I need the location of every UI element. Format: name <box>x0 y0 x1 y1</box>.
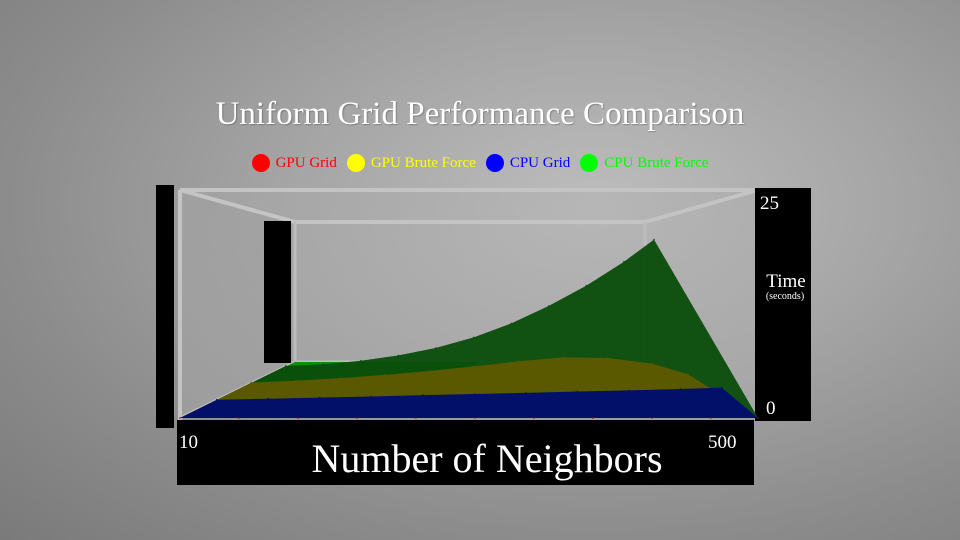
data-point-gpu-grid-3 <box>356 417 358 419</box>
data-point-cpu-grid-3 <box>371 396 373 398</box>
data-point-gpu-brute-force-0 <box>251 382 253 384</box>
data-point-cpu-grid-0 <box>216 399 218 401</box>
data-point-gpu-grid-7 <box>592 417 594 419</box>
data-point-cpu-grid-10 <box>721 387 723 389</box>
data-point-gpu-grid-4 <box>415 417 417 419</box>
data-point-cpu-brute-force-1 <box>323 363 325 365</box>
data-point-cpu-brute-force-0 <box>285 365 287 367</box>
data-point-gpu-brute-force-2 <box>340 377 342 379</box>
data-point-gpu-brute-force-1 <box>295 380 297 382</box>
data-point-gpu-grid-9 <box>710 417 712 419</box>
x-tick-label-min: 10 <box>179 432 198 453</box>
data-point-gpu-brute-force-5 <box>473 366 475 368</box>
data-point-gpu-grid-2 <box>297 417 299 419</box>
x-tick-label-max: 500 <box>708 432 737 453</box>
y-axis-label: Time <box>766 271 805 292</box>
data-point-cpu-grid-2 <box>319 397 321 399</box>
data-point-gpu-grid-8 <box>651 417 653 419</box>
data-point-gpu-brute-force-7 <box>562 357 564 359</box>
y-axis-unit: (seconds) <box>766 291 804 302</box>
data-point-cpu-brute-force-10 <box>653 239 655 241</box>
data-point-cpu-grid-7 <box>577 391 579 393</box>
data-point-cpu-brute-force-7 <box>548 305 550 307</box>
left-axis-panel-front <box>156 185 174 428</box>
left-axis-panel-back <box>264 221 291 363</box>
data-point-gpu-grid-6 <box>533 417 535 419</box>
data-point-gpu-brute-force-6 <box>518 361 520 363</box>
right-axis-panel <box>755 188 811 421</box>
y-tick-label-min: 0 <box>766 398 776 419</box>
data-point-cpu-grid-8 <box>628 390 630 392</box>
data-point-gpu-brute-force-3 <box>384 374 386 376</box>
data-point-gpu-brute-force-4 <box>429 370 431 372</box>
data-point-cpu-brute-force-3 <box>398 355 400 357</box>
data-point-gpu-grid-5 <box>474 417 476 419</box>
data-point-gpu-grid-10 <box>757 417 759 419</box>
data-point-cpu-brute-force-4 <box>435 347 437 349</box>
data-point-gpu-grid-0 <box>179 417 181 419</box>
data-point-cpu-grid-6 <box>525 392 527 394</box>
data-point-cpu-brute-force-8 <box>586 285 588 287</box>
data-point-cpu-grid-1 <box>268 398 270 400</box>
data-point-gpu-brute-force-8 <box>607 357 609 359</box>
data-point-gpu-grid-1 <box>238 417 240 419</box>
data-point-gpu-brute-force-10 <box>687 373 689 375</box>
x-axis-label: Number of Neighbors <box>311 436 662 481</box>
data-point-cpu-brute-force-6 <box>511 323 513 325</box>
data-point-cpu-grid-4 <box>422 394 424 396</box>
data-point-gpu-brute-force-9 <box>652 363 654 365</box>
data-point-cpu-grid-5 <box>474 393 476 395</box>
y-tick-label-max: 25 <box>760 193 779 214</box>
data-point-cpu-brute-force-5 <box>473 337 475 339</box>
data-point-cpu-grid-9 <box>680 388 682 390</box>
data-point-cpu-brute-force-2 <box>360 360 362 362</box>
data-point-cpu-brute-force-9 <box>623 261 625 263</box>
